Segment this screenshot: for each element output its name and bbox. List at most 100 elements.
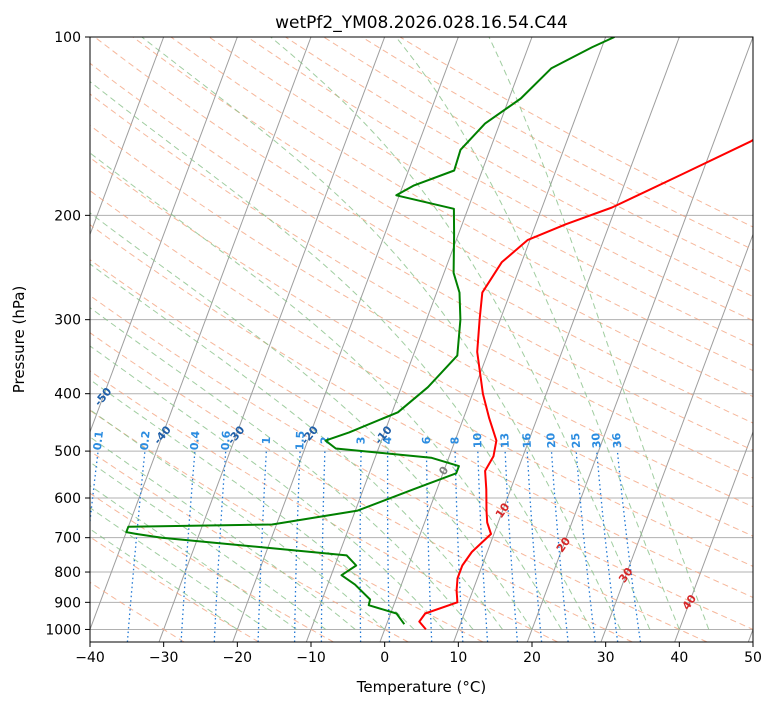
moist-adiabat-line [395,37,680,630]
mixing-ratio-label: 1 [260,436,273,444]
x-tick-label: 20 [523,650,541,666]
mixing-ratio-line [126,451,146,642]
dry-adiabat-line [90,536,260,642]
x-tick-label: 40 [670,650,688,666]
mixing-ratio-line [320,451,326,642]
y-tick-label: 600 [54,491,81,507]
isotherm-line [453,37,680,642]
isotherm-line [526,37,753,642]
mixing-ratio-label: 25 [569,432,583,448]
mixing-ratio-line [386,451,391,642]
dry-adiabat-line [90,295,708,642]
mixing-ratio-label: 8 [448,437,461,445]
y-tick-label: 200 [54,208,81,224]
y-axis: 100 200 300 400 500 600 700 800 900 1000 [45,30,90,638]
moist-adiabat-line [141,37,621,630]
isotherm-line [90,37,238,434]
y-tick-label: 300 [54,313,81,329]
moist-adiabat-line [90,409,386,630]
isotherm-line [90,37,165,236]
dry-adiabat-line [90,492,334,642]
dry-adiabat-line [132,37,753,398]
mixing-ratio-line [425,451,433,642]
y-axis-title: Pressure (hPa) [10,286,28,394]
x-axis: −40 −30 −20 −10 0 10 20 30 40 50 [75,642,762,666]
moist-adiabat-line [90,80,592,630]
x-tick-label: 50 [744,650,762,666]
mixing-ratio-line [293,451,301,642]
mixing-ratio-label: 3 [355,437,368,445]
mixing-ratio-label: 4 [381,436,394,444]
isotherm-line [305,37,533,642]
sounding-series-line [418,138,753,631]
dry-adiabat-line [90,124,753,508]
x-axis-title: Temperature (°C) [356,678,486,696]
moist-adiabat-line [90,307,474,630]
mixing-ratio-line [180,451,196,642]
mixing-ratio-label: 1.5 [293,430,307,450]
dry-adiabat-lines [90,37,753,642]
x-tick-label: −20 [223,650,253,666]
dry-adiabat-line [170,37,753,372]
moist-adiabat-line [90,152,562,630]
plot-frame [89,36,754,643]
moist-adiabat-line [488,37,710,630]
mixing-ratio-line [454,451,464,642]
dry-adiabat-line [90,259,753,630]
y-tick-label: 400 [54,387,81,403]
mixing-ratio-line [526,451,543,642]
mixing-ratio-label: 10 [471,432,485,448]
dry-adiabat-line [247,37,753,322]
mixing-ratio-line [596,451,619,642]
y-tick-label: 700 [54,531,81,547]
mixing-ratio-line [213,451,227,642]
dry-adiabat-line [90,190,753,567]
dry-adiabat-line [90,370,558,642]
moist-adiabat-lines [90,37,710,630]
isotherm-line [600,233,753,642]
mixing-ratio-line [575,451,596,642]
y-tick-label: 500 [54,444,81,460]
dry-adiabat-line [285,37,753,298]
x-tick-label: 10 [449,650,467,666]
mixing-ratio-line [359,451,362,642]
moist-adiabat-line [90,379,415,630]
mixing-ratio-line [550,451,569,642]
mixing-ratio-label: 6 [420,436,433,444]
isotherm-line [90,37,312,631]
mixing-ratio-label: 0.6 [219,430,233,451]
mixing-ratio-line [257,451,267,642]
mixing-ratio-label: 0.2 [138,430,153,451]
dry-adiabat-line [90,409,484,642]
mixing-ratio-label: 16 [520,432,534,448]
sounding-series-line [125,37,615,625]
dry-adiabat-line [90,93,753,479]
x-tick-label: 30 [597,650,615,666]
mixing-ratio-line [504,451,519,642]
moist-adiabat-line [90,345,444,630]
x-tick-label: −10 [296,650,326,666]
mixing-ratio-label: 20 [544,432,558,449]
mixing-ratio-lines [90,451,642,642]
x-tick-label: −30 [149,650,179,666]
mixing-ratio-line [477,451,489,642]
dry-adiabat-line [90,157,753,537]
x-tick-label: 0 [380,650,389,666]
x-tick-label: −40 [75,650,105,666]
y-tick-label: 100 [54,30,81,46]
moist-adiabat-line [90,263,503,630]
y-tick-label: 900 [54,595,81,611]
mixing-ratio-label: 0.4 [188,430,203,451]
sounding-series [125,37,753,631]
isotherm-line [674,430,753,642]
mixing-ratio-label: 30 [589,432,603,449]
y-tick-label: 800 [54,565,81,581]
mixing-ratio-line [616,451,642,642]
y-tick-label: 1000 [45,622,81,638]
mixing-ratio-label: 13 [498,433,512,449]
moist-adiabat-line [90,436,356,630]
moist-adiabat-line [270,37,651,630]
mixing-ratio-label: 0.1 [91,430,106,451]
